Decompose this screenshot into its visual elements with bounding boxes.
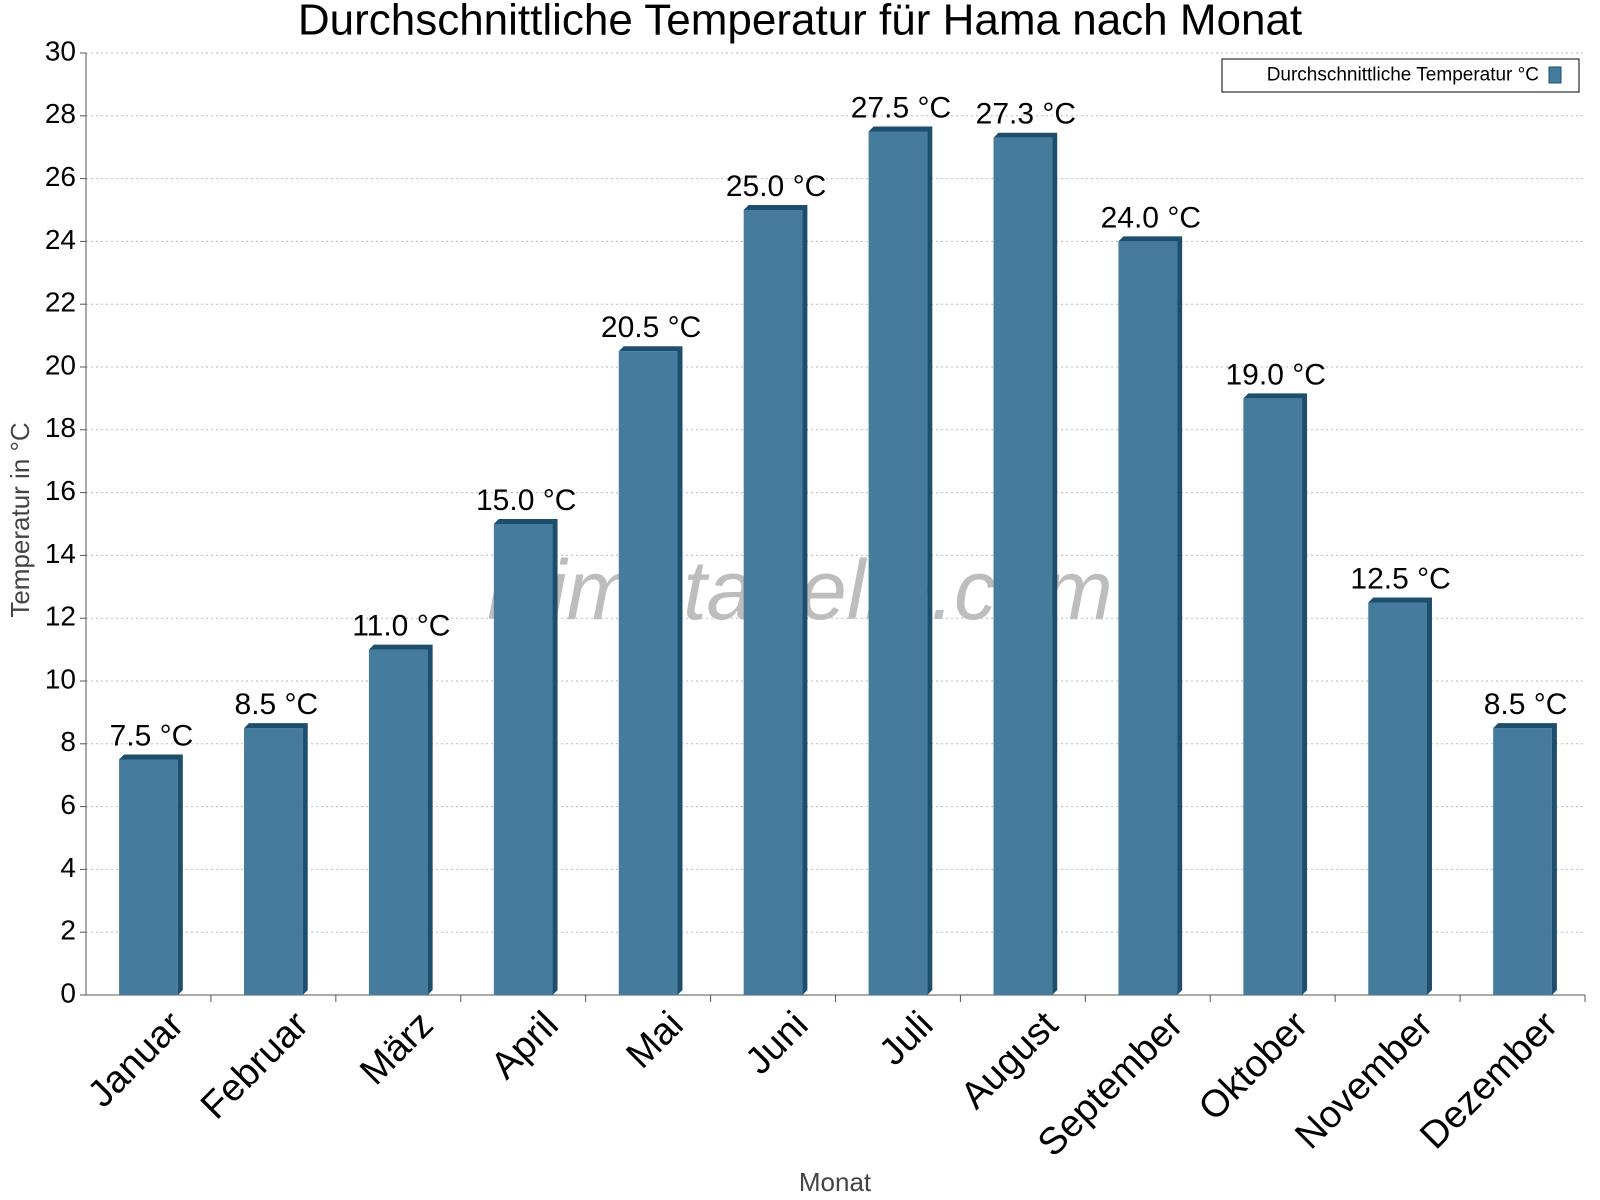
data-label: 27.5 °C xyxy=(851,91,951,124)
bar xyxy=(1243,393,1308,995)
y-tick-label: 8 xyxy=(60,726,76,757)
bar-face xyxy=(1118,241,1178,995)
y-tick-label: 18 xyxy=(45,412,76,443)
x-tick-label: März xyxy=(352,1004,441,1093)
x-tick-label: Mai xyxy=(619,1004,692,1077)
x-axis-title: Monat xyxy=(799,1167,872,1197)
data-label: 7.5 °C xyxy=(110,719,194,752)
x-tick-label: April xyxy=(483,1004,566,1087)
bar-face xyxy=(618,351,678,995)
x-tick-label: Juli xyxy=(871,1004,941,1074)
bar-face xyxy=(1243,398,1303,995)
bar-face xyxy=(1368,602,1427,995)
y-tick-label: 22 xyxy=(45,287,76,318)
y-tick-label: 24 xyxy=(45,224,76,255)
bar xyxy=(743,205,808,995)
x-tick-label: August xyxy=(953,1003,1067,1117)
x-tick-label: Januar xyxy=(80,1004,192,1116)
bar xyxy=(868,126,933,995)
y-tick-label: 20 xyxy=(45,349,76,380)
bar-face xyxy=(743,210,803,995)
y-tick-label: 4 xyxy=(60,852,76,883)
bar-face xyxy=(1493,728,1552,995)
x-tick-label: Oktober xyxy=(1191,1004,1317,1130)
bar xyxy=(618,346,683,995)
bar-face xyxy=(993,137,1053,995)
bar xyxy=(1493,723,1557,995)
y-tick-label: 6 xyxy=(60,789,76,820)
y-tick-label: 26 xyxy=(45,161,76,192)
data-label: 25.0 °C xyxy=(726,170,826,203)
y-tick-label: 0 xyxy=(60,977,76,1008)
bar xyxy=(993,132,1058,995)
bar xyxy=(244,723,308,995)
y-tick-label: 12 xyxy=(45,601,76,632)
bar-face xyxy=(119,759,178,995)
data-label: 12.5 °C xyxy=(1350,562,1450,595)
data-label: 20.5 °C xyxy=(601,311,701,344)
bar-face xyxy=(868,131,928,995)
chart-title: Durchschnittliche Temperatur für Hama na… xyxy=(298,0,1302,45)
data-label: 15.0 °C xyxy=(476,484,576,517)
y-tick-label: 30 xyxy=(45,35,76,66)
legend-swatch xyxy=(1548,66,1562,84)
data-label: 8.5 °C xyxy=(1484,688,1568,721)
bar xyxy=(368,644,433,995)
bar xyxy=(1368,597,1432,995)
bar-face xyxy=(244,728,303,995)
y-tick-label: 28 xyxy=(45,98,76,129)
legend-box xyxy=(1221,58,1580,93)
y-tick-label: 10 xyxy=(45,663,76,694)
x-tick-label: Februar xyxy=(193,1004,317,1128)
x-tick-label: Juni xyxy=(738,1004,817,1083)
bar xyxy=(119,754,183,995)
data-label: 19.0 °C xyxy=(1226,358,1326,391)
y-tick-label: 16 xyxy=(45,475,76,506)
bar-face xyxy=(493,524,553,995)
y-tick-label: 2 xyxy=(60,915,76,946)
x-tick-label: Dezember xyxy=(1412,1004,1566,1158)
data-label: 24.0 °C xyxy=(1101,201,1201,234)
bar xyxy=(493,519,558,995)
bar xyxy=(1118,236,1183,995)
bar-face xyxy=(368,649,428,995)
y-tick-label: 14 xyxy=(45,538,76,569)
y-axis-title: Temperatur in °C xyxy=(5,422,35,617)
data-label: 8.5 °C xyxy=(235,688,319,721)
data-label: 11.0 °C xyxy=(352,610,450,643)
data-label: 27.3 °C xyxy=(976,98,1076,131)
legend-label: Durchschnittliche Temperatur °C xyxy=(1267,65,1539,86)
